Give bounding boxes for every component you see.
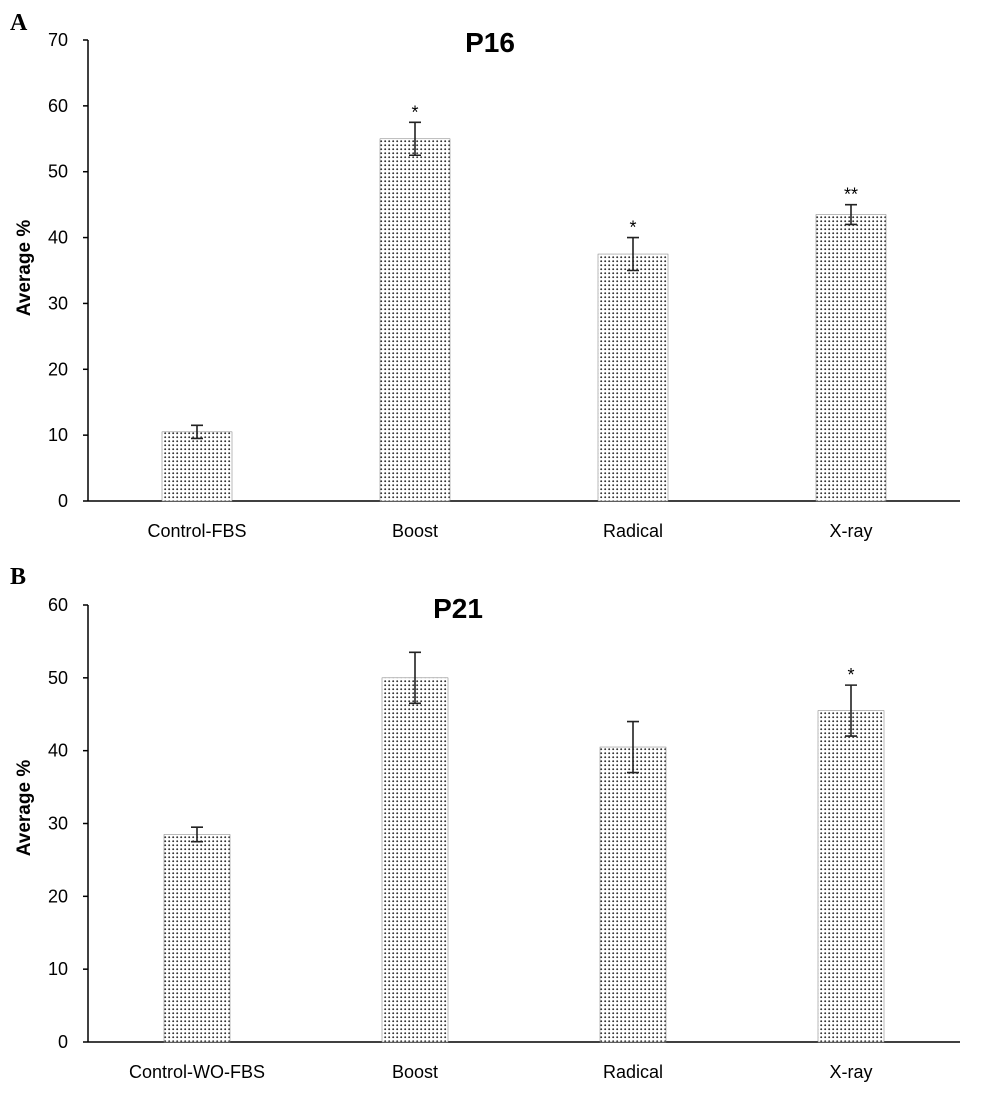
y-tick-label-a: 50: [48, 162, 68, 182]
y-tick-label-b: 40: [48, 741, 68, 761]
category-label-a-0: Control-FBS: [147, 521, 246, 541]
chart-marks-a: 0 10 20 30 40 50 60 70 Control-FBS * Boost * Radical…: [48, 30, 960, 541]
y-axis-label-b: Average %: [14, 760, 35, 857]
y-tick-label-a: 20: [48, 359, 68, 379]
bar-b-3: [817, 710, 885, 1043]
bar-b-1: [381, 677, 449, 1043]
error-bar-a-3: [845, 203, 857, 226]
significance-marker-a-3: **: [844, 185, 858, 205]
y-tick-label-a: 40: [48, 228, 68, 248]
bar-a-3: [815, 214, 887, 502]
category-label-b-2: Radical: [603, 1062, 663, 1082]
bar-a-0: [161, 431, 233, 502]
chart-panel-a: A P16 Average % 0 10 20 30 40 50 60 70 Control-F…: [10, 10, 960, 541]
category-label-a-2: Radical: [603, 521, 663, 541]
significance-marker-a-2: *: [629, 218, 636, 238]
y-tick-label-a: 60: [48, 96, 68, 116]
error-bar-b-2: [627, 720, 639, 774]
bar-b-2: [599, 746, 667, 1043]
error-bar-b-0: [191, 826, 203, 843]
category-label-b-3: X-ray: [829, 1062, 872, 1082]
panel-label-a: A: [10, 10, 28, 36]
category-label-a-3: X-ray: [829, 521, 872, 541]
y-tick-label-b: 60: [48, 595, 68, 615]
bar-a-1: [379, 138, 451, 502]
y-tick-label-b: 0: [58, 1032, 68, 1052]
chart-title-a: P16: [465, 27, 515, 58]
chart-marks-b: 0 10 20 30 40 50 60 Control-WO-FBS Boost Radical *…: [48, 595, 960, 1082]
y-tick-label-a: 0: [58, 491, 68, 511]
significance-marker-b-3: *: [847, 665, 854, 685]
y-tick-label-b: 10: [48, 959, 68, 979]
error-bar-a-1: [409, 121, 421, 157]
y-tick-label-b: 30: [48, 814, 68, 834]
y-tick-label-a: 70: [48, 30, 68, 50]
significance-marker-a-1: *: [411, 102, 418, 122]
panel-label-b: B: [10, 564, 26, 590]
category-label-b-0: Control-WO-FBS: [129, 1062, 265, 1082]
chart-title-b: P21: [433, 593, 483, 624]
category-label-b-1: Boost: [392, 1062, 438, 1082]
error-bar-b-3: [845, 684, 857, 737]
category-label-a-1: Boost: [392, 521, 438, 541]
error-bar-a-0: [191, 424, 203, 440]
chart-panel-b: B P21 Average % 0 10 20 30 40 50 60 Control-WO-…: [10, 564, 960, 1082]
y-tick-label-b: 20: [48, 886, 68, 906]
y-tick-label-a: 10: [48, 425, 68, 445]
bar-a-2: [597, 253, 669, 502]
error-bar-a-2: [627, 236, 639, 272]
bar-b-0: [163, 834, 231, 1043]
y-axis-label-a: Average %: [14, 220, 35, 317]
y-tick-label-a: 30: [48, 293, 68, 313]
error-bar-b-1: [409, 651, 421, 705]
y-tick-label-b: 50: [48, 668, 68, 688]
